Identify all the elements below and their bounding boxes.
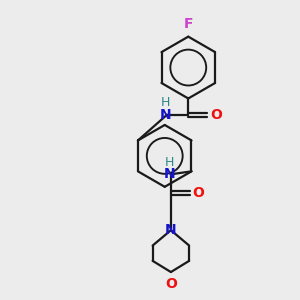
Text: O: O xyxy=(165,277,177,291)
Text: H: H xyxy=(165,156,174,169)
Text: N: N xyxy=(160,108,171,122)
Text: O: O xyxy=(210,108,222,122)
Text: H: H xyxy=(161,96,170,110)
Text: O: O xyxy=(192,186,204,200)
Text: F: F xyxy=(184,17,193,31)
Text: N: N xyxy=(165,223,177,237)
Text: N: N xyxy=(164,167,175,181)
